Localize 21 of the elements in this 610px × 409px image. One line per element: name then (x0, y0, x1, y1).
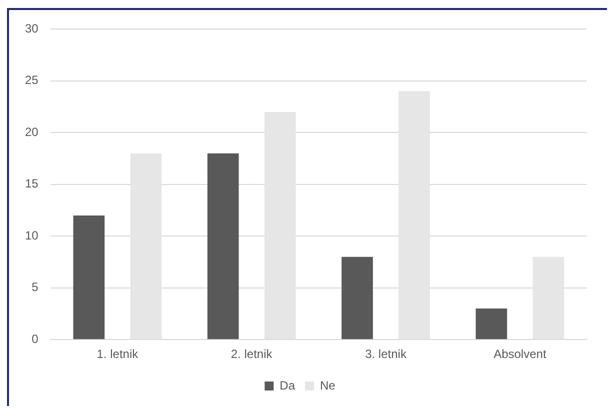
legend-label: Da (280, 378, 296, 392)
bar (532, 256, 564, 340)
bar (207, 153, 239, 340)
bar (398, 91, 430, 340)
bar (73, 215, 105, 340)
y-tick-label: 20 (24, 124, 39, 139)
y-tick-label: 30 (24, 22, 39, 36)
x-tick-label: Absolvent (494, 347, 547, 362)
x-tick-label: 1. letnik (96, 347, 140, 362)
x-tick-label: 3. letnik (365, 347, 408, 362)
bar (264, 112, 296, 340)
bar (476, 308, 508, 340)
y-tick-label: 10 (24, 228, 39, 242)
y-tick-label: 5 (32, 280, 39, 294)
legend-label: Ne (320, 378, 336, 392)
x-tick-label: 2. letnik (230, 347, 274, 362)
y-tick-label: 0 (32, 332, 39, 346)
y-tick-label: 25 (24, 73, 39, 88)
y-tick-label: 15 (24, 176, 39, 191)
bar (130, 153, 162, 340)
bar (342, 256, 373, 340)
